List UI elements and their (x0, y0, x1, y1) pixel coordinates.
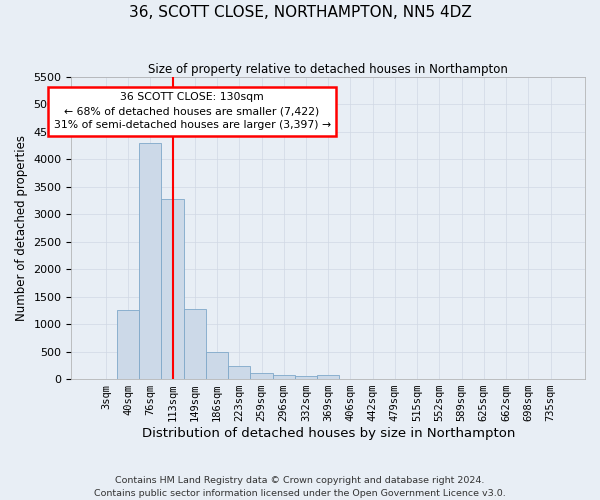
Bar (228, 366, 250, 379)
Bar (139, 142, 161, 379)
Bar (206, 352, 228, 379)
Bar (184, 308, 206, 379)
Text: 36, SCOTT CLOSE, NORTHAMPTON, NN5 4DZ: 36, SCOTT CLOSE, NORTHAMPTON, NN5 4DZ (128, 5, 472, 20)
Bar (161, 198, 184, 379)
Bar (317, 375, 340, 379)
Bar (250, 373, 272, 379)
Text: 36 SCOTT CLOSE: 130sqm
← 68% of detached houses are smaller (7,422)
31% of semi-: 36 SCOTT CLOSE: 130sqm ← 68% of detached… (53, 92, 331, 130)
Bar (117, 310, 139, 379)
Bar (295, 376, 317, 379)
Y-axis label: Number of detached properties: Number of detached properties (15, 135, 28, 321)
Title: Size of property relative to detached houses in Northampton: Size of property relative to detached ho… (148, 62, 508, 76)
X-axis label: Distribution of detached houses by size in Northampton: Distribution of detached houses by size … (142, 427, 515, 440)
Bar (272, 375, 295, 379)
Text: Contains HM Land Registry data © Crown copyright and database right 2024.
Contai: Contains HM Land Registry data © Crown c… (94, 476, 506, 498)
